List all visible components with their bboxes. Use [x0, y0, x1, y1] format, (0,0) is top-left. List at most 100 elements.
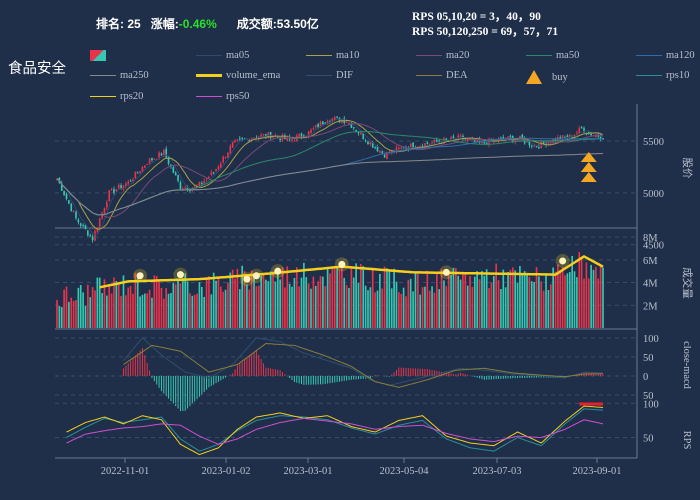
candle-body [530, 145, 533, 147]
candle-body [364, 140, 367, 142]
candle-body [355, 129, 357, 132]
volume-bar [352, 277, 355, 328]
legend-label: rps50 [226, 91, 250, 102]
volume-bar [447, 273, 450, 328]
candle-body [350, 122, 353, 128]
candle-body [521, 134, 524, 140]
volume-bar [125, 295, 127, 328]
volume-bar [127, 287, 130, 328]
volume-bar [288, 283, 291, 328]
volume-bar [65, 286, 68, 328]
volume-bar [165, 288, 168, 328]
candle-body [433, 139, 436, 143]
candle-body [106, 202, 108, 208]
volume-bar [101, 293, 103, 328]
volume-bar [590, 264, 592, 328]
volume-bar [364, 285, 367, 328]
volume-bar [592, 269, 595, 328]
volume-highlight-dot [252, 272, 260, 280]
volume-bar [514, 270, 516, 328]
candle-body [127, 181, 130, 185]
volume-bar [284, 287, 286, 328]
candle-body [120, 185, 122, 189]
legend-swatch [416, 75, 442, 76]
candle-body [172, 167, 175, 173]
candle-body [222, 156, 225, 163]
candle-body [229, 146, 232, 154]
candle-body [77, 219, 80, 223]
volume-bar [75, 300, 77, 328]
candle-body [231, 142, 234, 148]
volume-bar [132, 293, 134, 328]
candle-body [224, 157, 227, 159]
volume-bar [191, 295, 194, 328]
candle-body [158, 152, 160, 159]
volume-bar [371, 267, 374, 328]
volume-bar [355, 263, 357, 328]
candle-body [219, 163, 222, 168]
volume-bar [414, 271, 417, 328]
candle-body [322, 121, 324, 125]
candle-body [189, 190, 191, 192]
volume-bar [519, 265, 521, 328]
candle-body [96, 227, 99, 232]
candle-body [445, 138, 448, 140]
volume-bar [227, 282, 229, 328]
volume-bar [576, 277, 578, 328]
volume-bar [174, 284, 177, 328]
legend-item-DEA: DEA [416, 70, 468, 81]
candle-body [262, 134, 265, 136]
candle-body [139, 171, 141, 174]
volume-highlight-dot [243, 275, 251, 283]
volume-bar [379, 273, 381, 328]
candle-body [260, 134, 262, 138]
volume-bar [369, 287, 372, 328]
volume-bar [141, 294, 144, 328]
candle-body [424, 143, 426, 148]
candle-body [421, 145, 424, 148]
candle-body [595, 135, 597, 138]
volume-bar [495, 263, 498, 328]
candle-body [317, 124, 319, 128]
volume-bar [56, 299, 58, 328]
candle-body [426, 142, 429, 144]
candle-body [485, 142, 488, 145]
candle-body [412, 142, 414, 149]
candle-body [464, 138, 467, 140]
volume-bar [450, 275, 452, 328]
candle-body [272, 136, 274, 138]
volume-bar [490, 282, 493, 328]
rps20-line [66, 405, 604, 456]
volume-bar [274, 281, 277, 328]
candle-body [319, 121, 322, 127]
legend-item-ma50: ma50 [526, 50, 579, 61]
legend-swatch [196, 55, 222, 56]
volume-bar [454, 268, 457, 328]
header-stats: 排名: 25 涨幅:-0.46% 成交额:53.50亿 [96, 15, 319, 32]
volume-bar [222, 291, 225, 328]
legend-swatch [196, 96, 222, 97]
candle-body [599, 135, 602, 139]
turnover-value: 53.50亿 [276, 17, 319, 31]
volume-bar [63, 289, 65, 328]
volume-bar [421, 287, 424, 328]
rps-summary: RPS 05,10,20 = 3，40，90 RPS 50,120,250 = … [412, 10, 558, 40]
volume-bar [300, 277, 303, 328]
volume-bar [193, 294, 196, 328]
candle-body [248, 139, 251, 141]
volume-bar [407, 279, 410, 328]
candle-body [476, 139, 479, 142]
candle-body [466, 138, 469, 141]
volume-bar [566, 273, 569, 328]
volume-bar [383, 266, 386, 328]
volume-bar [248, 289, 251, 328]
candle-body [310, 129, 312, 134]
volume-bar [459, 279, 462, 328]
legend-swatch [90, 96, 116, 97]
volume-bar [516, 282, 519, 328]
volume-bar [393, 268, 395, 328]
candle-body [186, 186, 189, 191]
candle-body [84, 224, 87, 230]
buy-signal-marker [580, 152, 597, 162]
